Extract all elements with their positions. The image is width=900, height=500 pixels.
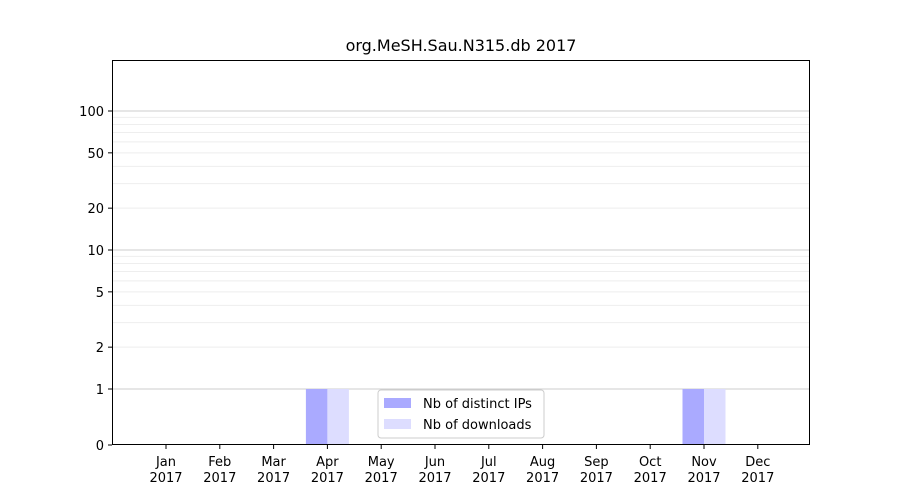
y-tick-label: 100	[79, 105, 104, 120]
x-tick-label: Jul 2017	[472, 455, 505, 486]
x-tick-label: Sep 2017	[580, 455, 613, 486]
legend-swatch	[384, 419, 411, 429]
y-tick-label: 5	[96, 286, 104, 301]
bars	[305, 389, 726, 445]
plot-area-frame	[112, 60, 810, 445]
y-axis: 0 1 2 5 10 20 50 100	[79, 105, 112, 454]
x-tick-label: Jun 2017	[418, 455, 451, 486]
legend-label[interactable]: Nb of downloads	[423, 418, 532, 433]
grid	[112, 110, 810, 390]
y-tick-label: 0	[96, 439, 104, 454]
y-tick-label: 1	[96, 383, 104, 398]
x-tick-label: Feb 2017	[203, 455, 236, 486]
legend[interactable]: Nb of distinct IPs Nb of downloads	[377, 389, 545, 439]
y-tick-label: 2	[96, 341, 104, 356]
x-tick-label: Aug 2017	[526, 455, 559, 486]
y-tick-label: 20	[87, 202, 104, 217]
x-tick-label: Mar 2017	[257, 455, 290, 486]
x-tick-label: Nov 2017	[687, 455, 720, 486]
legend-box	[377, 389, 545, 439]
x-tick-label: May 2017	[365, 455, 398, 486]
legend-label[interactable]: Nb of distinct IPs	[423, 397, 532, 412]
legend-swatch	[384, 398, 411, 408]
x-tick-label: Jan 2017	[149, 455, 182, 486]
x-axis: Jan 2017 Feb 2017 Mar 2017 Apr 2017 May 2017 Jun 20…	[149, 445, 774, 486]
y-tick-label: 10	[87, 244, 104, 259]
x-tick-label: Apr 2017	[311, 455, 344, 486]
x-tick-label: Oct 2017	[634, 455, 667, 486]
bar-downloads	[704, 389, 726, 445]
y-tick-label: 50	[87, 147, 104, 162]
chart-title: org.MeSH.Sau.N315.db 2017	[346, 36, 577, 55]
x-tick-label: Dec 2017	[741, 455, 774, 486]
bar-distinct-ips	[682, 389, 704, 445]
bar-downloads	[327, 389, 349, 445]
bar-distinct-ips	[305, 389, 328, 445]
